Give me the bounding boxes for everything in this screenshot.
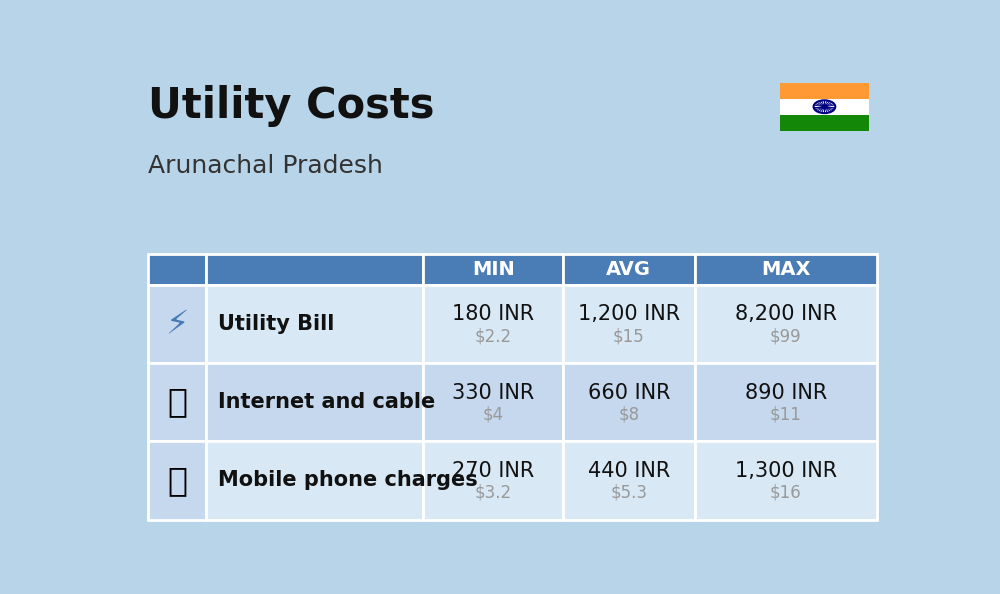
Text: 660 INR: 660 INR	[588, 383, 670, 403]
Text: $15: $15	[613, 327, 645, 345]
Text: 📱: 📱	[167, 464, 187, 497]
Text: Internet and cable: Internet and cable	[218, 392, 435, 412]
Text: Utility Costs: Utility Costs	[148, 85, 435, 127]
Text: $16: $16	[770, 484, 802, 502]
Bar	[206, 285, 423, 363]
Text: 1,300 INR: 1,300 INR	[735, 461, 837, 481]
Bar	[695, 254, 877, 285]
Text: $11: $11	[770, 406, 802, 424]
Text: $2.2: $2.2	[475, 327, 512, 345]
Text: 📡: 📡	[167, 386, 187, 419]
Bar	[695, 285, 877, 363]
Text: ⚡: ⚡	[166, 307, 189, 340]
Text: 270 INR: 270 INR	[452, 461, 534, 481]
Text: 8,200 INR: 8,200 INR	[735, 305, 837, 324]
Bar	[780, 115, 869, 131]
Text: MAX: MAX	[761, 260, 810, 279]
Bar	[148, 285, 206, 363]
Bar	[423, 285, 563, 363]
Text: 330 INR: 330 INR	[452, 383, 534, 403]
Text: 440 INR: 440 INR	[588, 461, 670, 481]
Bar	[206, 363, 423, 441]
Text: 180 INR: 180 INR	[452, 305, 534, 324]
Bar	[148, 441, 206, 520]
Bar	[148, 363, 206, 441]
Bar	[695, 363, 877, 441]
Text: Arunachal Pradesh: Arunachal Pradesh	[148, 154, 383, 178]
Circle shape	[822, 105, 827, 108]
Text: $8: $8	[618, 406, 639, 424]
Text: Mobile phone charges: Mobile phone charges	[218, 470, 478, 491]
Bar	[780, 99, 869, 115]
Text: 1,200 INR: 1,200 INR	[578, 305, 680, 324]
Text: $99: $99	[770, 327, 802, 345]
Text: 890 INR: 890 INR	[745, 383, 827, 403]
Text: $4: $4	[483, 406, 504, 424]
Bar	[423, 254, 563, 285]
Text: $5.3: $5.3	[610, 484, 647, 502]
Bar	[206, 254, 423, 285]
Bar	[423, 441, 563, 520]
Bar	[695, 441, 877, 520]
Text: MIN: MIN	[472, 260, 514, 279]
Bar	[780, 83, 869, 99]
Bar	[148, 254, 206, 285]
Bar	[563, 363, 695, 441]
Text: Utility Bill: Utility Bill	[218, 314, 334, 334]
Bar	[158, 324, 197, 349]
Bar	[563, 285, 695, 363]
Text: AVG: AVG	[606, 260, 651, 279]
Bar	[563, 254, 695, 285]
Text: $3.2: $3.2	[475, 484, 512, 502]
Bar	[423, 363, 563, 441]
Bar	[206, 441, 423, 520]
Bar	[563, 441, 695, 520]
